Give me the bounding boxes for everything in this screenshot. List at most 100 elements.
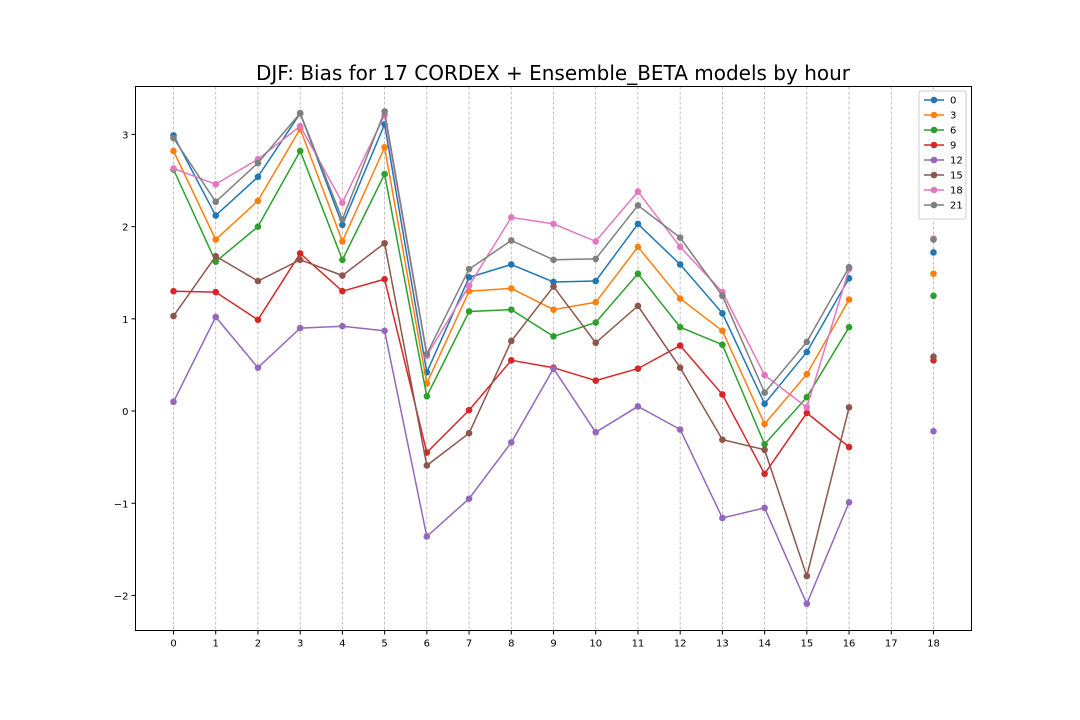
- data-point-9: [634, 365, 642, 372]
- data-point-3: [339, 238, 346, 245]
- data-point-21: [676, 234, 684, 242]
- data-point-21: [634, 202, 642, 209]
- data-point-12: [339, 322, 346, 330]
- data-point-9: [719, 391, 726, 398]
- data-point-0: [761, 400, 768, 407]
- y-tick-label: 3: [122, 130, 128, 141]
- data-point-12: [465, 495, 473, 502]
- legend-marker-3: [930, 111, 938, 119]
- data-point-15: [423, 462, 431, 469]
- data-point-15: [465, 429, 473, 437]
- legend-label-9: 9: [950, 141, 956, 152]
- data-point-21: [550, 256, 557, 264]
- x-tick-label: 4: [339, 639, 345, 650]
- x-tick-label: 2: [255, 639, 261, 650]
- x-tick-label: 3: [297, 639, 303, 650]
- data-point-6: [719, 341, 726, 348]
- data-point-6: [465, 308, 473, 315]
- data-point-12: [761, 504, 768, 512]
- data-point-12: [719, 514, 726, 522]
- data-point-0: [930, 249, 937, 256]
- data-point-3: [634, 243, 642, 251]
- legend-marker-15: [930, 171, 938, 179]
- data-point-9: [296, 250, 304, 257]
- data-point-21: [761, 389, 768, 396]
- data-point-0: [212, 212, 220, 219]
- legend-label-18: 18: [950, 186, 963, 197]
- data-point-6: [803, 393, 811, 401]
- data-point-12: [212, 313, 220, 321]
- data-point-0: [507, 261, 515, 268]
- data-point-15: [254, 277, 262, 285]
- data-point-12: [381, 327, 388, 335]
- data-point-21: [719, 292, 726, 300]
- y-tick-label: 2: [122, 223, 128, 234]
- x-tick-label: 15: [800, 639, 813, 650]
- data-point-0: [550, 278, 557, 286]
- data-point-21: [296, 109, 304, 117]
- data-point-18: [212, 180, 220, 188]
- x-tick-label: 17: [885, 639, 898, 650]
- data-point-6: [930, 292, 937, 300]
- data-point-6: [423, 393, 431, 400]
- data-point-12: [507, 439, 515, 446]
- data-point-3: [719, 327, 726, 335]
- data-point-0: [719, 310, 726, 317]
- data-point-6: [845, 323, 853, 331]
- data-point-12: [676, 426, 684, 433]
- data-point-6: [212, 258, 220, 265]
- data-point-18: [465, 282, 473, 289]
- legend-marker-21: [930, 201, 938, 209]
- data-point-3: [550, 306, 557, 313]
- data-point-15: [550, 283, 557, 290]
- data-point-15: [592, 339, 600, 347]
- data-point-3: [170, 147, 177, 155]
- data-point-21: [465, 265, 473, 273]
- legend-label-12: 12: [950, 156, 963, 167]
- data-point-9: [465, 406, 473, 414]
- legend-marker-6: [930, 126, 938, 134]
- legend-marker-12: [930, 156, 938, 164]
- legend-box: [918, 90, 967, 220]
- data-point-15: [803, 572, 811, 580]
- data-point-15: [719, 436, 726, 443]
- data-point-21: [170, 134, 177, 142]
- data-point-0: [676, 261, 684, 268]
- data-point-0: [592, 277, 600, 285]
- data-point-21: [381, 108, 388, 115]
- x-tick-label: 7: [466, 639, 472, 650]
- data-point-12: [845, 499, 853, 506]
- x-tick-label: 0: [170, 639, 176, 650]
- data-point-12: [930, 428, 937, 435]
- data-point-15: [296, 256, 304, 264]
- data-point-6: [761, 440, 768, 448]
- legend-label-6: 6: [950, 126, 956, 137]
- data-point-15: [507, 337, 515, 345]
- data-point-9: [761, 470, 768, 478]
- data-point-6: [254, 223, 262, 230]
- grid-lines: [173, 86, 934, 631]
- data-point-9: [803, 409, 811, 417]
- data-point-6: [507, 306, 515, 313]
- x-tick-label: 5: [381, 639, 387, 650]
- data-point-0: [339, 221, 346, 229]
- legend-label-15: 15: [950, 171, 963, 182]
- y-tick-label: 1: [122, 315, 128, 326]
- data-point-15: [761, 446, 768, 454]
- data-point-15: [339, 272, 346, 279]
- y-tick-label: 0: [122, 407, 128, 418]
- data-point-9: [676, 342, 684, 349]
- data-point-18: [676, 243, 684, 251]
- data-point-0: [803, 348, 811, 356]
- data-point-9: [170, 287, 177, 295]
- data-point-9: [339, 287, 346, 295]
- data-point-9: [254, 316, 262, 324]
- data-point-3: [761, 420, 768, 428]
- data-point-6: [550, 333, 557, 340]
- y-tick-label: −1: [114, 499, 129, 510]
- data-point-9: [212, 288, 220, 296]
- data-point-18: [761, 371, 768, 379]
- x-tick-label: 18: [927, 639, 940, 650]
- data-point-3: [803, 370, 811, 378]
- data-point-3: [930, 270, 937, 277]
